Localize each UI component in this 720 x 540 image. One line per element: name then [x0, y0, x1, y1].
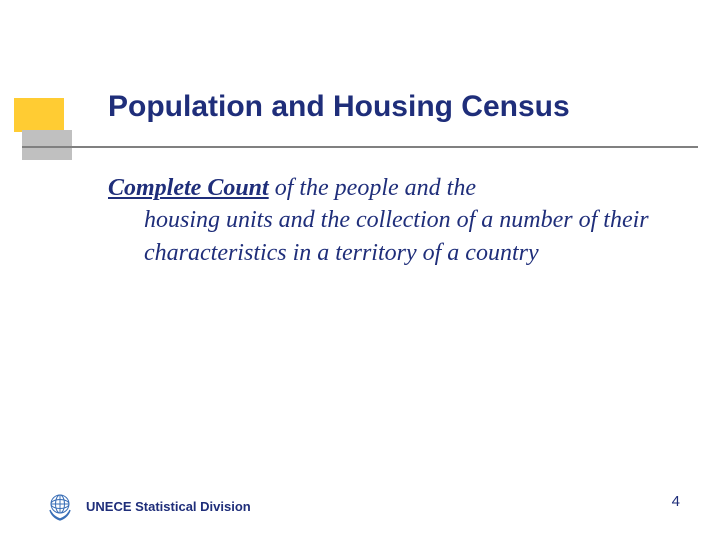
body-rest-line1: of the people and the: [269, 175, 476, 201]
slide-title: Population and Housing Census: [108, 90, 570, 124]
page-number: 4: [672, 493, 680, 510]
header-rule: [22, 146, 698, 148]
body-lead: Complete Count: [108, 175, 269, 201]
slide-body: Complete Count of the people and the hou…: [108, 172, 668, 269]
un-emblem-icon: [44, 490, 76, 522]
footer: UNECE Statistical Division: [44, 490, 251, 522]
body-rest-cont: housing units and the collection of a nu…: [108, 204, 668, 269]
header-accent-yellow: [14, 98, 64, 132]
header-accent-grey: [22, 130, 72, 160]
footer-org: UNECE Statistical Division: [86, 499, 251, 514]
slide: Population and Housing Census Complete C…: [0, 0, 720, 540]
body-paragraph: Complete Count of the people and the hou…: [108, 172, 668, 269]
